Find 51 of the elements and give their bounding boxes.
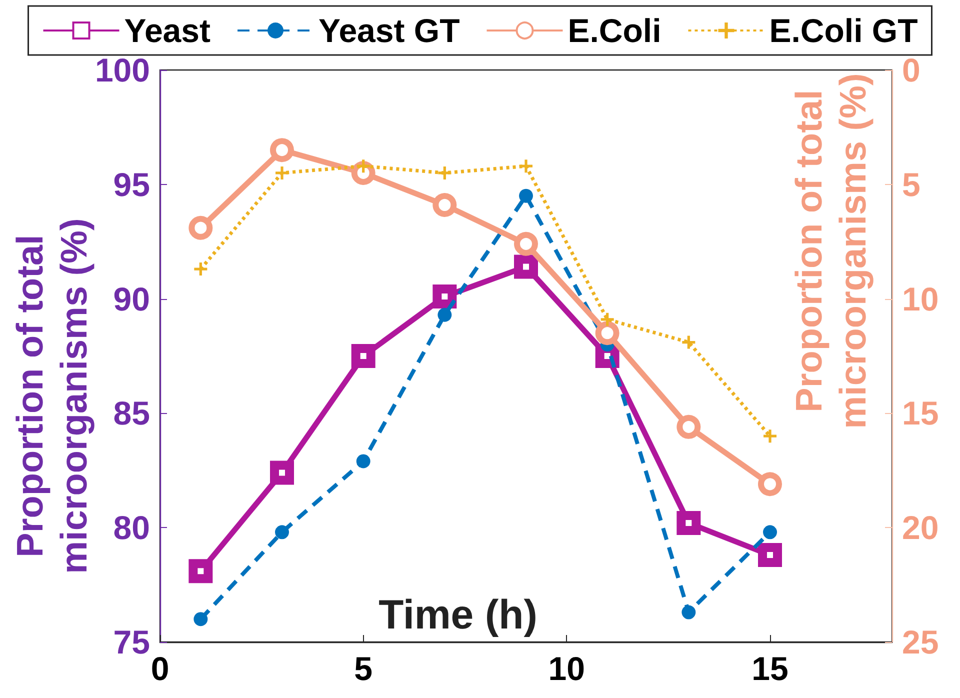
point <box>270 138 294 162</box>
legend-label: Yeast GT <box>318 12 460 49</box>
y-tick-label: 80 <box>113 509 150 546</box>
point <box>438 166 452 180</box>
x-axis-title: Time (h) <box>378 592 538 638</box>
point <box>356 454 370 468</box>
y2-tick-label: 5 <box>902 166 920 203</box>
point <box>520 160 532 173</box>
y2-tick-label: 25 <box>902 624 939 660</box>
x-tick-label: 0 <box>150 650 170 687</box>
y2-axis-title: Proportion of total microorganisms (%) <box>788 73 874 429</box>
point <box>519 188 533 203</box>
point <box>758 543 782 568</box>
y2-tick-label: 0 <box>902 52 920 88</box>
point <box>188 559 213 584</box>
point <box>758 472 782 496</box>
point <box>275 525 289 540</box>
legend-label: E.Coli <box>568 12 662 49</box>
y-axis-title: Proportion of total microorganisms (%) <box>10 218 94 574</box>
point <box>438 308 452 322</box>
y-tick-label: 95 <box>113 166 150 203</box>
x-tick-label: 10 <box>548 650 586 687</box>
y-tick-label: 75 <box>113 624 150 660</box>
point <box>194 262 208 276</box>
point <box>270 460 294 485</box>
point <box>676 511 701 536</box>
point <box>763 525 777 540</box>
y-tick-label: 90 <box>113 280 150 318</box>
y-tick-label: 85 <box>113 394 150 432</box>
y2-tick-label: 15 <box>902 394 939 432</box>
point <box>595 321 620 346</box>
point <box>600 312 614 326</box>
legend-label: E.Coli GT <box>769 12 918 49</box>
point <box>514 232 538 256</box>
y-tick-label: 100 <box>94 52 150 88</box>
point <box>188 216 213 240</box>
point <box>514 254 538 279</box>
point <box>194 612 208 626</box>
x-tick-label: 15 <box>752 650 788 687</box>
point <box>351 344 376 368</box>
legend-label: Yeast <box>124 12 211 49</box>
point <box>276 166 288 180</box>
x-tick-label: 5 <box>354 650 373 687</box>
point <box>682 605 696 620</box>
y2-tick-label: 10 <box>902 280 939 318</box>
point <box>432 192 457 217</box>
point <box>764 430 776 443</box>
point <box>676 414 701 439</box>
y2-tick-label: 20 <box>902 509 939 546</box>
point <box>682 336 696 349</box>
point <box>432 284 457 309</box>
